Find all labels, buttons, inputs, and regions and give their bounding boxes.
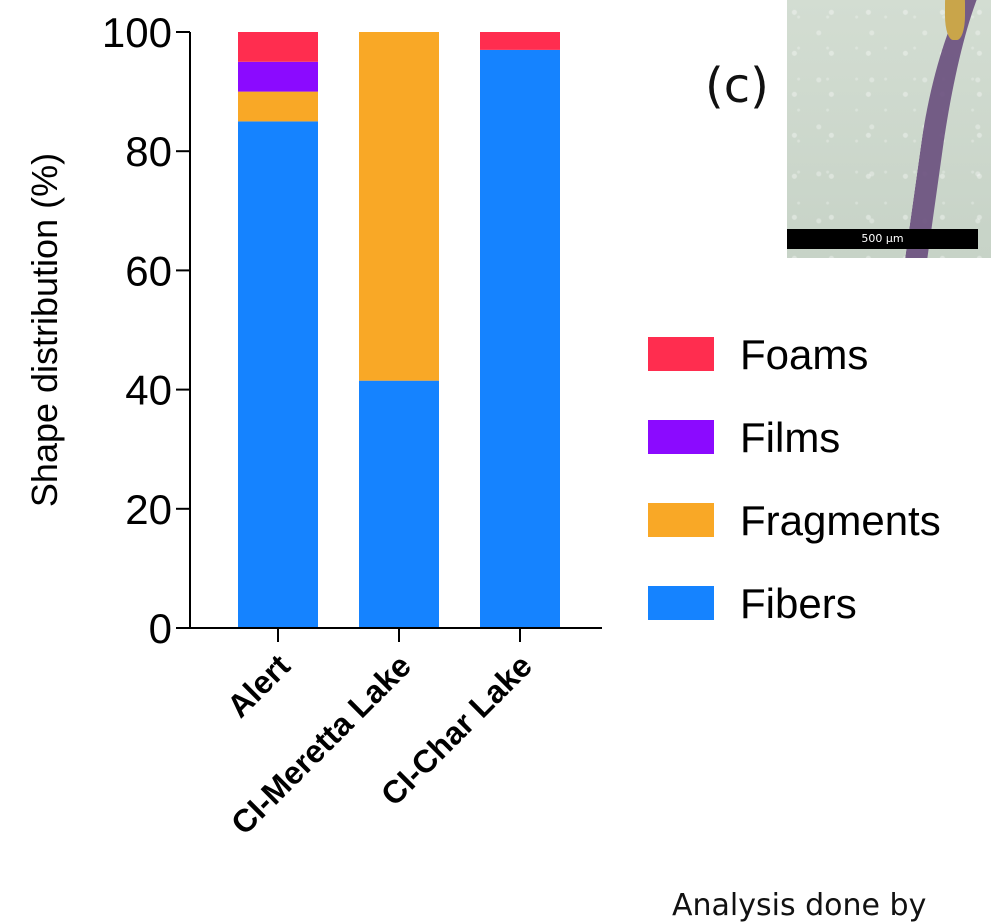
x-category-label-1: Alert <box>220 647 297 724</box>
bar-fibers-3 <box>480 49 560 628</box>
legend-label-films: Films <box>740 414 840 461</box>
bar-fibers-1 <box>238 121 318 629</box>
y-tick-label-20: 20 <box>125 486 172 533</box>
y-tick-label-0: 0 <box>149 605 172 652</box>
legend-label-fragments: Fragments <box>740 497 941 544</box>
scale-bar: 500 µm <box>787 229 978 249</box>
y-axis-label: Shape distribution (%) <box>24 153 65 507</box>
bar-fragments-1 <box>238 91 318 122</box>
legend-label-foams: Foams <box>740 331 868 378</box>
bar-foams-1 <box>238 32 318 62</box>
bar-fibers-2 <box>359 380 439 628</box>
y-tick-label-40: 40 <box>125 367 172 414</box>
y-tick-label-100: 100 <box>102 9 172 56</box>
legend-swatch-foams <box>648 337 714 371</box>
y-tick-label-80: 80 <box>125 128 172 175</box>
micrograph-background <box>787 0 991 258</box>
bar-foams-3 <box>480 32 560 50</box>
legend-label-fibers: Fibers <box>740 580 857 627</box>
micrograph-image: 500 µm <box>787 0 991 258</box>
legend-swatch-fibers <box>648 586 714 620</box>
bar-films-1 <box>238 61 318 92</box>
panel-label: (c) <box>705 58 769 114</box>
y-tick-label-60: 60 <box>125 247 172 294</box>
legend-swatch-films <box>648 420 714 454</box>
legend-swatch-fragments <box>648 503 714 537</box>
footer-note: Analysis done by <box>672 888 927 923</box>
fiber-highlight <box>945 0 965 40</box>
bar-fragments-2 <box>359 32 439 381</box>
